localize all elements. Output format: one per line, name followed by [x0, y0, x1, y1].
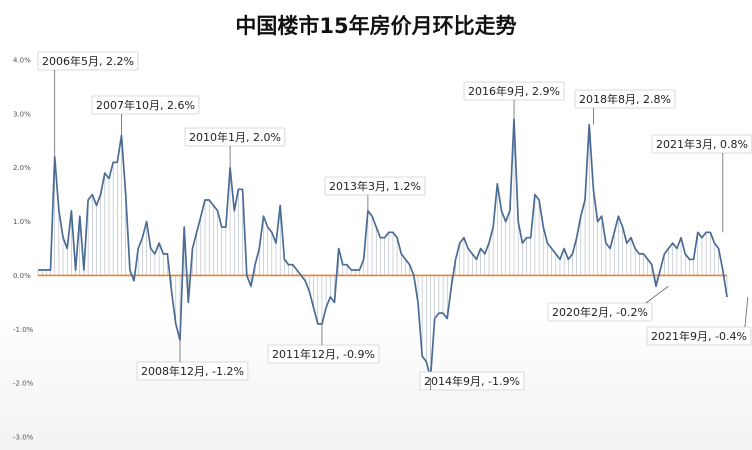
annotation-label: 2010年1月, 2.0%: [189, 130, 281, 144]
annotation-label: 2014年9月, -1.9%: [424, 374, 520, 388]
annotation: 2021年9月, -0.4%: [646, 296, 752, 346]
annotation-box: [37, 51, 139, 71]
annotation-box: [419, 371, 525, 391]
annotation: 2021年3月, 0.8%: [651, 134, 752, 233]
annotation-leader: [645, 285, 669, 304]
chart-title: 中国楼市15年房价月环比走势: [235, 14, 516, 38]
annotation-box: [91, 95, 200, 115]
annotation-box: [547, 302, 653, 322]
annotation-label: 2007年10月, 2.6%: [96, 98, 195, 112]
y-tick-label: -2.0%: [13, 380, 34, 388]
annotation-leader: [744, 296, 749, 328]
annotation: 2020年2月, -0.2%: [547, 285, 669, 322]
annotation-label: 2021年3月, 0.8%: [656, 137, 748, 151]
annotations: 2006年5月, 2.2% 2007年10月, 2.6% 2008年12月, -1.…: [37, 51, 752, 391]
series-line: [38, 118, 728, 379]
annotation: 2016年9月, 2.9%: [463, 81, 565, 120]
value-drop-lines: [37, 119, 728, 378]
annotation: 2006年5月, 2.2%: [37, 51, 139, 157]
annotation-box: [574, 89, 676, 109]
annotation: 2010年1月, 2.0%: [184, 127, 286, 168]
annotation: 2014年9月, -1.9%: [419, 371, 525, 391]
annotation-box: [184, 127, 286, 147]
annotation: 2011年12月, -0.9%: [267, 323, 380, 364]
annotation: 2007年10月, 2.6%: [91, 95, 200, 136]
annotation-label: 2011年12月, -0.9%: [272, 347, 375, 361]
annotation-label: 2013年3月, 1.2%: [329, 179, 421, 193]
annotation: 2018年8月, 2.8%: [574, 89, 676, 125]
y-tick-label: 2.0%: [13, 164, 31, 172]
y-tick-label: -1.0%: [13, 326, 34, 334]
annotation-label: 2016年9月, 2.9%: [468, 84, 560, 98]
y-tick-label: 3.0%: [13, 110, 31, 118]
annotation: 2008年12月, -1.2%: [136, 340, 249, 381]
y-tick-label: 1.0%: [13, 218, 31, 226]
annotation: 2013年3月, 1.2%: [324, 176, 426, 211]
y-tick-label: -3.0%: [13, 434, 34, 442]
annotation-label: 2006年5月, 2.2%: [42, 54, 134, 68]
annotation-box: [646, 326, 752, 346]
annotation-label: 2021年9月, -0.4%: [651, 329, 747, 343]
annotation-box: [324, 176, 426, 196]
y-axis-ticks: 4.0% 3.0% 2.0% 1.0% 0.0% -1.0% -2.0% -3.0%: [13, 57, 34, 442]
y-tick-label: 4.0%: [13, 57, 31, 65]
annotation-label: 2008年12月, -1.2%: [141, 364, 244, 378]
annotation-label: 2020年2月, -0.2%: [552, 305, 648, 319]
annotation-label: 2018年8月, 2.8%: [579, 92, 671, 106]
annotation-box: [267, 344, 380, 364]
annotation-box: [136, 361, 249, 381]
y-tick-label: 0.0%: [13, 272, 31, 280]
